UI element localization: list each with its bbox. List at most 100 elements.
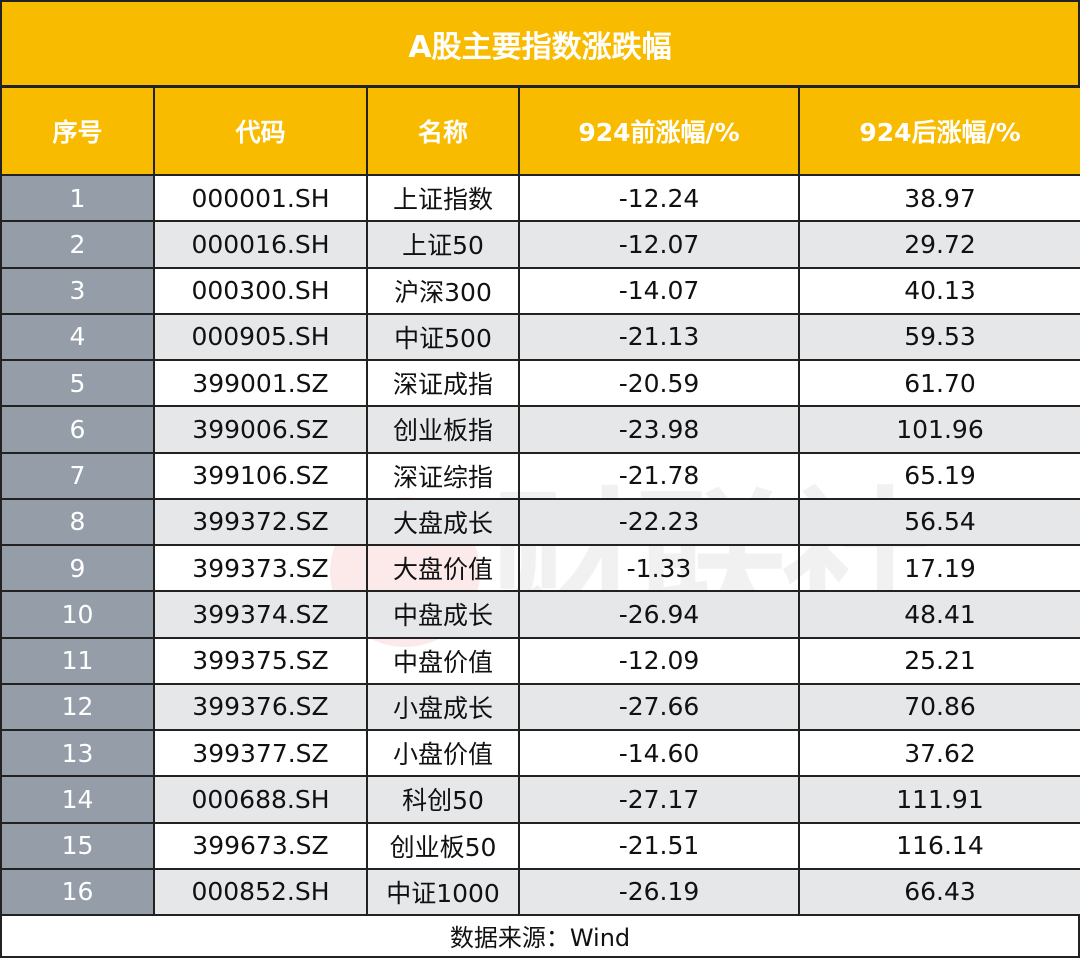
cell-before-change: -21.51 xyxy=(518,821,800,870)
cell-name: 上证指数 xyxy=(366,173,520,223)
cell-before-change: -27.66 xyxy=(518,682,800,732)
cell-index: 6 xyxy=(0,405,155,454)
cell-after-change: 61.70 xyxy=(798,358,1080,408)
cell-code: 399006.SZ xyxy=(153,405,368,454)
table-row: 9 399373.SZ 大盘价值 -1.33 17.19 xyxy=(0,543,1080,593)
cell-code: 399673.SZ xyxy=(153,821,368,870)
cell-after-change: 111.91 xyxy=(798,775,1080,824)
cell-code: 399376.SZ xyxy=(153,682,368,732)
cell-index: 15 xyxy=(0,821,155,870)
table-row: 14 000688.SH 科创50 -27.17 111.91 xyxy=(0,775,1080,824)
table-title: A股主要指数涨跌幅 xyxy=(0,0,1080,87)
cell-before-change: -21.13 xyxy=(518,312,800,362)
table-row: 7 399106.SZ 深证综指 -21.78 65.19 xyxy=(0,451,1080,500)
cell-before-change: -14.07 xyxy=(518,266,800,315)
cell-after-change: 101.96 xyxy=(798,405,1080,454)
col-header-index: 序号 xyxy=(0,86,155,176)
cell-before-change: -26.94 xyxy=(518,590,800,639)
cell-after-change: 59.53 xyxy=(798,312,1080,362)
cell-index: 12 xyxy=(0,682,155,732)
cell-before-change: -23.98 xyxy=(518,405,800,454)
table-row: 6 399006.SZ 创业板指 -23.98 101.96 xyxy=(0,405,1080,454)
table-row: 2 000016.SH 上证50 -12.07 29.72 xyxy=(0,220,1080,269)
cell-before-change: -1.33 xyxy=(518,543,800,593)
cell-name: 中盘成长 xyxy=(366,590,520,639)
cell-before-change: -12.07 xyxy=(518,220,800,269)
table-row: 15 399673.SZ 创业板50 -21.51 116.14 xyxy=(0,821,1080,870)
cell-name: 上证50 xyxy=(366,220,520,269)
cell-index: 1 xyxy=(0,173,155,223)
cell-before-change: -14.60 xyxy=(518,728,800,778)
cell-index: 10 xyxy=(0,590,155,639)
cell-after-change: 56.54 xyxy=(798,497,1080,547)
col-header-after: 924后涨幅/% xyxy=(798,86,1080,176)
table-row: 1 000001.SH 上证指数 -12.24 38.97 xyxy=(0,173,1080,223)
cell-index: 14 xyxy=(0,775,155,824)
cell-after-change: 37.62 xyxy=(798,728,1080,778)
index-table: 序号 代码 名称 924前涨幅/% 924后涨幅/% 1 000001.SH 上证指… xyxy=(0,86,1080,917)
cell-after-change: 40.13 xyxy=(798,266,1080,315)
cell-code: 000016.SH xyxy=(153,220,368,269)
cell-after-change: 25.21 xyxy=(798,636,1080,685)
cell-before-change: -12.24 xyxy=(518,173,800,223)
cell-code: 399377.SZ xyxy=(153,728,368,778)
cell-name: 小盘价值 xyxy=(366,728,520,778)
cell-code: 399001.SZ xyxy=(153,358,368,408)
table-row: 12 399376.SZ 小盘成长 -27.66 70.86 xyxy=(0,682,1080,732)
cell-name: 大盘成长 xyxy=(366,497,520,547)
cell-after-change: 38.97 xyxy=(798,173,1080,223)
cell-before-change: -20.59 xyxy=(518,358,800,408)
col-header-before: 924前涨幅/% xyxy=(518,86,800,176)
cell-code: 000001.SH xyxy=(153,173,368,223)
cell-before-change: -21.78 xyxy=(518,451,800,500)
cell-before-change: -26.19 xyxy=(518,867,800,917)
cell-code: 399375.SZ xyxy=(153,636,368,685)
cell-index: 16 xyxy=(0,867,155,917)
table-row: 5 399001.SZ 深证成指 -20.59 61.70 xyxy=(0,358,1080,408)
cell-index: 11 xyxy=(0,636,155,685)
table-row: 4 000905.SH 中证500 -21.13 59.53 xyxy=(0,312,1080,362)
cell-before-change: -27.17 xyxy=(518,775,800,824)
cell-after-change: 66.43 xyxy=(798,867,1080,917)
cell-index: 8 xyxy=(0,497,155,547)
cell-name: 沪深300 xyxy=(366,266,520,315)
cell-index: 5 xyxy=(0,358,155,408)
cell-after-change: 65.19 xyxy=(798,451,1080,500)
cell-name: 中证1000 xyxy=(366,867,520,917)
table-row: 11 399375.SZ 中盘价值 -12.09 25.21 xyxy=(0,636,1080,685)
table-row: 8 399372.SZ 大盘成长 -22.23 56.54 xyxy=(0,497,1080,547)
cell-name: 创业板指 xyxy=(366,405,520,454)
cell-name: 大盘价值 xyxy=(366,543,520,593)
cell-code: 399106.SZ xyxy=(153,451,368,500)
cell-code: 399372.SZ xyxy=(153,497,368,547)
table-row: 10 399374.SZ 中盘成长 -26.94 48.41 xyxy=(0,590,1080,639)
cell-index: 7 xyxy=(0,451,155,500)
cell-after-change: 29.72 xyxy=(798,220,1080,269)
col-header-name: 名称 xyxy=(366,86,520,176)
cell-before-change: -12.09 xyxy=(518,636,800,685)
cell-after-change: 48.41 xyxy=(798,590,1080,639)
cell-index: 9 xyxy=(0,543,155,593)
cell-index: 2 xyxy=(0,220,155,269)
cell-code: 000688.SH xyxy=(153,775,368,824)
cell-name: 中证500 xyxy=(366,312,520,362)
table-row: 13 399377.SZ 小盘价值 -14.60 37.62 xyxy=(0,728,1080,778)
cell-code: 399373.SZ xyxy=(153,543,368,593)
cell-code: 000852.SH xyxy=(153,867,368,917)
cell-name: 深证综指 xyxy=(366,451,520,500)
cell-index: 4 xyxy=(0,312,155,362)
cell-code: 399374.SZ xyxy=(153,590,368,639)
cell-code: 000300.SH xyxy=(153,266,368,315)
cell-index: 13 xyxy=(0,728,155,778)
cell-name: 中盘价值 xyxy=(366,636,520,685)
cell-name: 科创50 xyxy=(366,775,520,824)
source-note: 数据来源：Wind xyxy=(0,914,1080,958)
cell-name: 创业板50 xyxy=(366,821,520,870)
col-header-code: 代码 xyxy=(153,86,368,176)
cell-name: 深证成指 xyxy=(366,358,520,408)
cell-before-change: -22.23 xyxy=(518,497,800,547)
table-row: 16 000852.SH 中证1000 -26.19 66.43 xyxy=(0,867,1080,917)
cell-after-change: 17.19 xyxy=(798,543,1080,593)
cell-index: 3 xyxy=(0,266,155,315)
cell-name: 小盘成长 xyxy=(366,682,520,732)
